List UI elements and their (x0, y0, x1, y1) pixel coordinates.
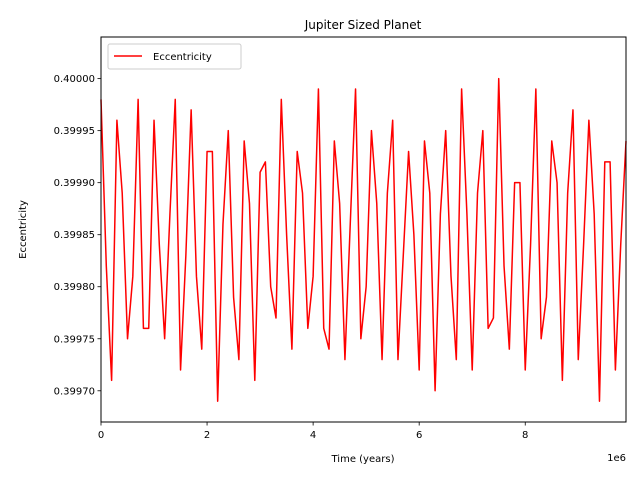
y-tick-label: 0.39980 (54, 282, 95, 293)
y-tick-label: 0.39995 (54, 126, 95, 137)
x-tick-label: 8 (522, 430, 528, 441)
y-axis-label: Eccentricity (18, 200, 29, 259)
y-tick-label: 0.39970 (54, 386, 95, 397)
y-tick-label: 0.40000 (54, 74, 95, 85)
legend-box (107, 43, 242, 70)
x-tick-label: 0 (98, 430, 104, 441)
x-axis: 0 2 4 6 8 (98, 422, 528, 441)
chart-title: Jupiter Sized Planet (304, 18, 422, 32)
series-line-eccentricity (100, 77, 627, 402)
y-tick-label: 0.39975 (54, 334, 95, 345)
y-tick-label: 0.39990 (54, 178, 95, 189)
x-tick-label: 4 (310, 430, 316, 441)
legend-label: Eccentricity (153, 52, 212, 63)
line-layer (100, 77, 627, 402)
y-tick-label: 0.39985 (54, 230, 95, 241)
x-tick-label: 6 (416, 430, 422, 441)
legend: Eccentricity (107, 43, 242, 70)
y-axis: 0.39970 0.39975 0.39980 0.39985 0.39990 0.399… (54, 74, 101, 397)
x-axis-offset-label: 1e6 (607, 453, 626, 464)
plot-frame (100, 36, 627, 423)
x-tick-label: 2 (204, 430, 210, 441)
x-axis-label: Time (years) (331, 454, 395, 465)
